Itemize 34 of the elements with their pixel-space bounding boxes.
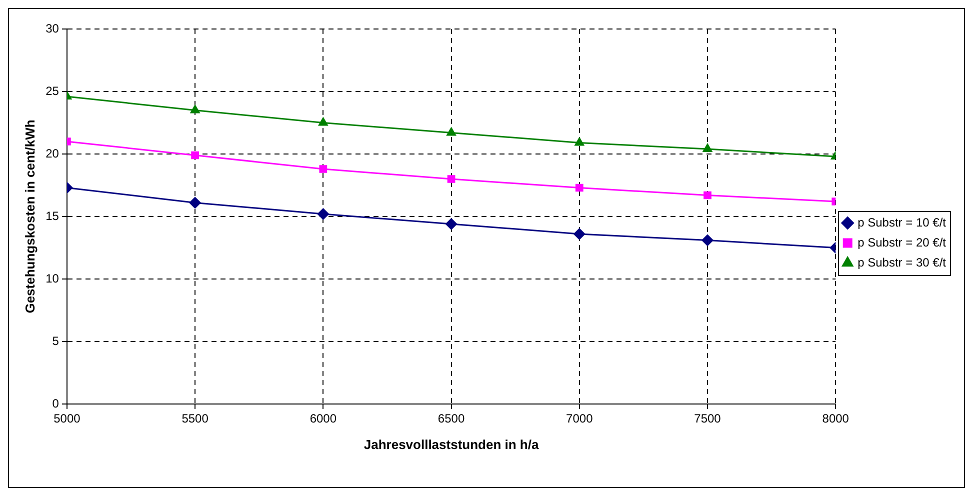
x-tick-label: 7500 [694, 412, 722, 426]
x-tick-label: 7000 [566, 412, 594, 426]
point [446, 128, 456, 136]
x-axis-title: Jahresvolllaststunden in h/a [364, 436, 540, 452]
point [317, 208, 329, 220]
legend-label: p Substr = 20 €/t [858, 235, 947, 250]
y-tick-label: 5 [52, 334, 60, 348]
y-tick-label: 20 [46, 146, 60, 160]
x-tick-label: 5000 [54, 412, 81, 426]
point [702, 234, 714, 246]
point [190, 105, 200, 114]
point [574, 138, 584, 146]
point [574, 228, 586, 240]
x-tick-label: 5500 [182, 412, 209, 426]
point [189, 197, 201, 208]
point [702, 144, 712, 152]
x-tick-label: 8000 [822, 412, 850, 426]
y-tick-label: 15 [46, 208, 60, 223]
point [575, 184, 584, 192]
point [447, 175, 456, 183]
x-tick-label: 6000 [310, 412, 337, 426]
point [191, 151, 199, 160]
y-tick-label: 10 [46, 271, 60, 286]
x-tick-label: 6500 [438, 412, 465, 426]
point [319, 165, 328, 173]
y-tick-label: 0 [52, 396, 60, 410]
y-tick-label: 30 [46, 21, 60, 36]
y-tick-label: 25 [46, 84, 60, 98]
y-axis-title: Gestehungskosten in cent/kWh [22, 120, 38, 314]
point [704, 191, 712, 200]
point [446, 218, 458, 230]
legend-label: p Substr = 30 €/t [858, 255, 947, 270]
point [318, 118, 328, 126]
legend-label: p Substr = 10 €/t [858, 215, 947, 230]
